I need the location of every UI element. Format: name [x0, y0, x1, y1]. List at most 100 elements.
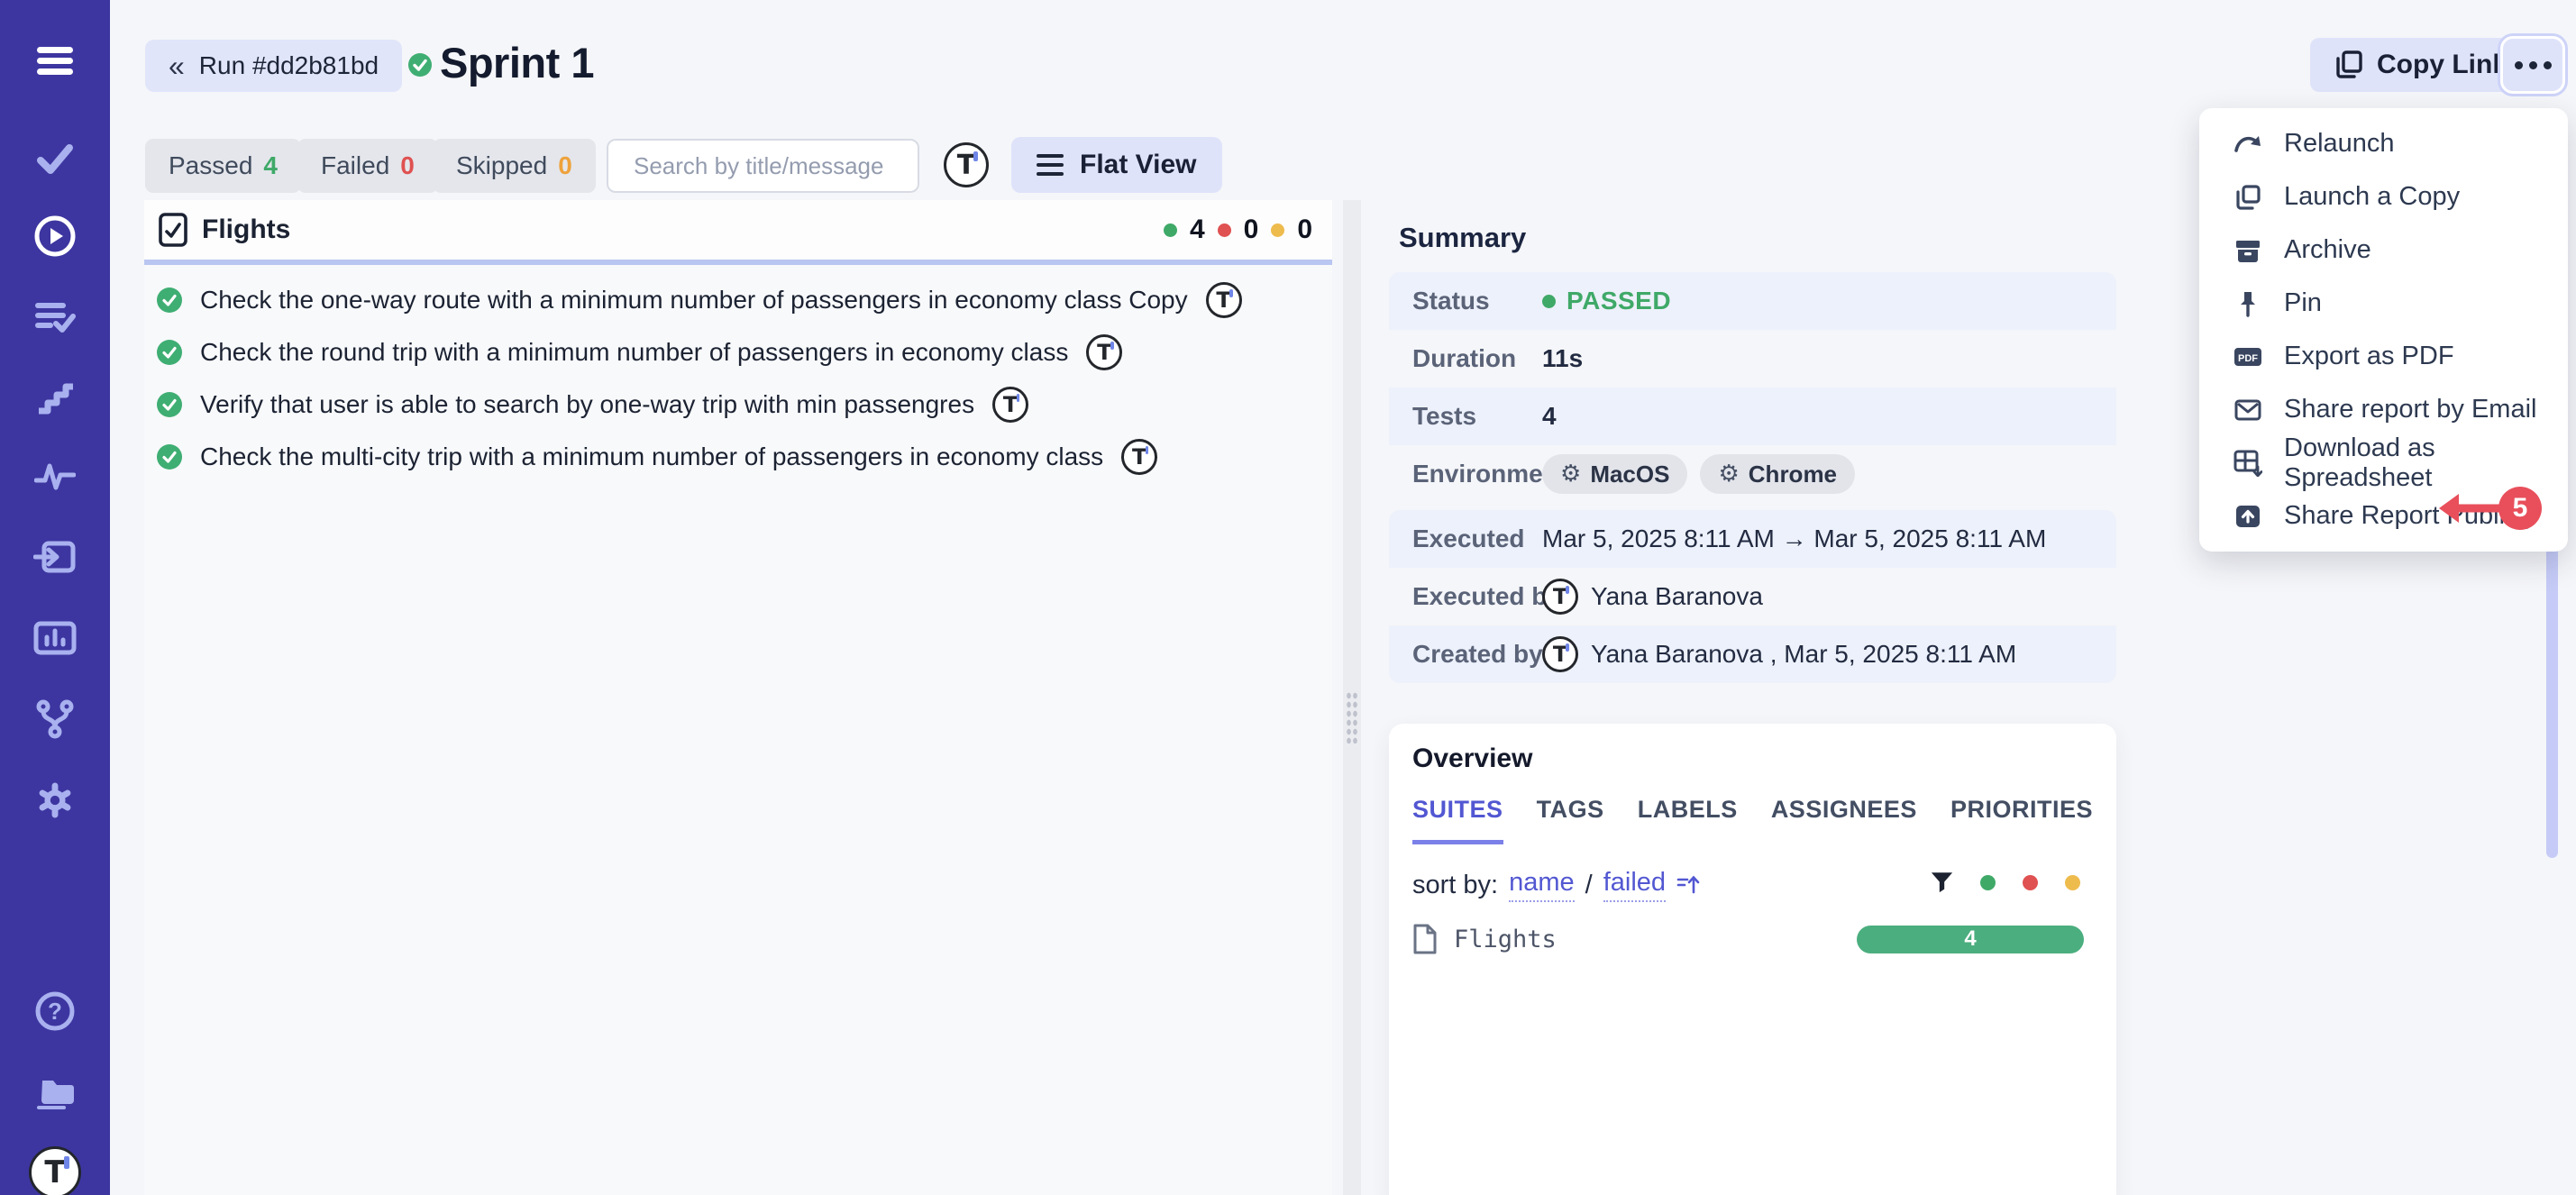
test-passed-icon	[157, 444, 182, 470]
gear-icon: ⚙	[1718, 461, 1740, 488]
relaunch-icon	[2233, 130, 2262, 159]
copy-icon	[2233, 183, 2262, 212]
filter-skipped-button[interactable]: Skipped 0	[433, 139, 596, 193]
suite-divider	[144, 260, 1332, 265]
milestones-steps-icon[interactable]	[0, 365, 110, 428]
creator-avatar: T	[1542, 636, 1578, 672]
filter-funnel-icon[interactable]	[1931, 871, 1953, 893]
import-icon[interactable]	[0, 525, 110, 588]
overview-card: Overview SUITES TAGS LABELS ASSIGNEES PR…	[1389, 724, 2116, 1195]
tab-suites[interactable]: SUITES	[1412, 796, 1503, 844]
executed-by-value: Yana Baranova	[1591, 582, 1763, 610]
tab-tags[interactable]: TAGS	[1536, 796, 1604, 823]
more-actions-button[interactable]	[2500, 36, 2565, 94]
page-title: Sprint 1	[440, 39, 594, 87]
passed-filter-label: Passed	[169, 151, 253, 179]
legend-failed-dot-icon[interactable]	[2023, 874, 2038, 890]
assignee-avatar-button[interactable]: T	[944, 142, 989, 187]
test-assignee-avatar[interactable]: T	[1121, 439, 1158, 475]
menu-item-archive[interactable]: Archive	[2199, 223, 2568, 277]
overview-suite-row[interactable]: Flights 4	[1412, 918, 2084, 960]
passed-count: 4	[263, 151, 278, 179]
pulse-activity-icon[interactable]	[0, 444, 110, 507]
red-arrow-icon	[2439, 494, 2502, 523]
suite-document-icon	[159, 213, 187, 247]
failed-filter-label: Failed	[321, 151, 390, 179]
drag-grip-icon	[1346, 691, 1358, 743]
test-row[interactable]: Check the one-way route with a minimum n…	[144, 274, 1332, 326]
share-publicly-icon	[2233, 502, 2262, 531]
flat-view-label: Flat View	[1080, 150, 1197, 179]
legend-passed-dot-icon[interactable]	[1980, 874, 1996, 890]
test-passed-icon	[157, 340, 182, 365]
pdf-icon: PDF	[2233, 342, 2262, 371]
test-plans-list-icon[interactable]	[0, 286, 110, 349]
file-icon	[1413, 924, 1437, 954]
sort-by-name-link[interactable]: name	[1509, 868, 1575, 902]
suite-header[interactable]: Flights 4 0 0	[144, 200, 1332, 260]
filter-failed-button[interactable]: Failed 0	[297, 139, 438, 193]
spreadsheet-icon	[2233, 449, 2262, 478]
menu-item-download-spreadsheet[interactable]: Download as Spreadsheet	[2199, 433, 2568, 492]
copy-link-button[interactable]: Copy Link	[2310, 38, 2534, 92]
t-logo-icon: T	[29, 1146, 81, 1195]
copy-link-label: Copy Link	[2377, 50, 2508, 79]
tests-check-icon[interactable]	[0, 127, 110, 190]
suite-passed-count: 4	[1189, 214, 1205, 244]
search-input[interactable]	[634, 151, 936, 180]
test-row[interactable]: Check the multi-city trip with a minimum…	[144, 431, 1332, 483]
step-number-badge: 5	[2498, 487, 2542, 530]
archive-icon	[2233, 236, 2262, 265]
test-passed-icon	[157, 392, 182, 417]
tab-assignees[interactable]: ASSIGNEES	[1770, 796, 1917, 823]
test-assignee-avatar[interactable]: T	[1205, 282, 1242, 318]
sidebar-user-avatar[interactable]: T	[0, 1141, 110, 1195]
test-assignee-avatar[interactable]: T	[1086, 334, 1123, 370]
duration-label: Duration	[1412, 344, 1517, 372]
sort-controls: sort by: name / failed	[1412, 868, 1700, 902]
tab-priorities[interactable]: PRIORITIES	[1950, 796, 2093, 823]
overview-legend	[1931, 871, 2080, 893]
summary-title: Summary	[1399, 222, 1527, 253]
env-chip-chrome[interactable]: ⚙ Chrome	[1700, 454, 1856, 494]
menu-item-pin[interactable]: Pin	[2199, 277, 2568, 330]
summary-row-executed-by: Executed by T Yana Baranova	[1389, 568, 2116, 625]
pin-icon	[2233, 289, 2262, 318]
back-to-run-button[interactable]: « Run #dd2b81bd	[145, 40, 403, 92]
menu-item-share-email[interactable]: Share report by Email	[2199, 383, 2568, 436]
menu-icon[interactable]	[0, 30, 110, 93]
overview-tabs: SUITES TAGS LABELS ASSIGNEES PRIORITIES	[1412, 796, 2093, 844]
test-row[interactable]: Verify that user is able to search by on…	[144, 379, 1332, 431]
projects-folder-icon[interactable]	[0, 1061, 110, 1124]
skipped-dot-icon	[1271, 223, 1285, 237]
copy-icon	[2336, 50, 2362, 78]
suite-failed-count: 0	[1243, 214, 1259, 244]
test-row[interactable]: Check the round trip with a minimum numb…	[144, 326, 1332, 379]
runs-play-circle-icon[interactable]	[0, 205, 110, 268]
flat-view-button[interactable]: Flat View	[1011, 137, 1222, 193]
analytics-chart-icon[interactable]	[0, 607, 110, 670]
test-assignee-avatar[interactable]: T	[992, 387, 1029, 423]
menu-item-export-pdf[interactable]: PDF Export as PDF	[2199, 330, 2568, 383]
tab-labels[interactable]: LABELS	[1637, 796, 1738, 823]
settings-gear-icon[interactable]	[0, 769, 110, 832]
summary-table-main: Status PASSED Duration 11s Tests 4 Envir…	[1389, 272, 2116, 503]
annotation-step-5: 5	[2435, 487, 2542, 530]
ellipsis-icon	[2514, 60, 2523, 69]
sort-by-failed-link[interactable]: failed	[1603, 868, 1667, 902]
filter-passed-button[interactable]: Passed 4	[145, 139, 301, 193]
menu-item-launch-a-copy[interactable]: Launch a Copy	[2199, 170, 2568, 223]
summary-row-status: Status PASSED	[1389, 272, 2116, 330]
tests-label: Tests	[1412, 402, 1477, 430]
status-badge: PASSED	[1542, 287, 1671, 315]
legend-skipped-dot-icon[interactable]	[2065, 874, 2080, 890]
branch-icon[interactable]	[0, 688, 110, 751]
passed-progress-bar: 4	[1857, 925, 2084, 953]
panel-resizer-handle[interactable]	[1343, 200, 1361, 1195]
suite-counts: 4 0 0	[1163, 214, 1312, 245]
menu-item-relaunch[interactable]: Relaunch	[2199, 117, 2568, 170]
help-icon[interactable]: ?	[0, 980, 110, 1043]
svg-text:PDF: PDF	[2238, 353, 2258, 364]
env-chip-macos[interactable]: ⚙ MacOS	[1542, 454, 1688, 494]
suite-title: Flights	[202, 214, 291, 244]
